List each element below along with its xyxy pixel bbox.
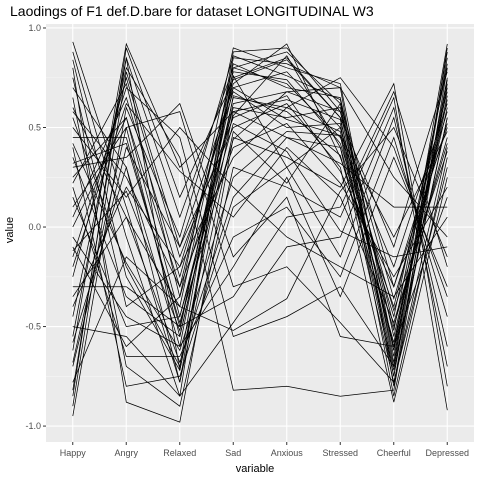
series-line-39 xyxy=(72,131,448,352)
series-line-9 xyxy=(72,107,448,329)
x-tick-label-anxious: Anxious xyxy=(271,448,304,458)
series-line-32 xyxy=(72,102,448,324)
series-line-10 xyxy=(72,43,448,308)
series-line-27 xyxy=(72,111,448,384)
series-line-14 xyxy=(72,56,448,337)
series-line-45 xyxy=(72,91,448,324)
x-tick-label-cheerful: Cheerful xyxy=(377,448,411,458)
chart-title: Laodings of F1 def.D.bare for dataset LO… xyxy=(10,3,374,19)
series-line-40 xyxy=(72,102,448,383)
series-line-42 xyxy=(72,74,448,332)
plot-panel xyxy=(46,24,474,442)
series-line-31 xyxy=(72,126,448,298)
series-line-44 xyxy=(72,71,448,407)
x-tick-label-depressed: Depressed xyxy=(425,448,469,458)
series-line-24 xyxy=(72,90,448,328)
series-line-28 xyxy=(72,87,448,368)
x-axis-title: variable xyxy=(236,463,275,475)
series-line-20 xyxy=(72,96,448,411)
series-line-30 xyxy=(72,66,448,397)
series-line-3 xyxy=(72,57,448,367)
series-line-18 xyxy=(72,42,448,383)
series-lines xyxy=(72,41,448,423)
series-line-43 xyxy=(72,59,448,372)
y-tick-label: 1.0 xyxy=(28,23,41,33)
series-line-16 xyxy=(72,47,448,397)
y-tick-label: 0.0 xyxy=(28,222,41,232)
x-axis-ticks: Happy Angry Relaxed Sad Anxious Stressed Cheer… xyxy=(60,442,469,458)
series-line-25 xyxy=(72,106,448,397)
series-line-35 xyxy=(72,77,448,308)
y-axis-ticks: -1.0 -0.5 0.0 0.5 1.0 xyxy=(25,23,46,431)
series-line-7 xyxy=(72,97,448,371)
series-line-13 xyxy=(72,91,448,397)
y-tick-label: 0.5 xyxy=(28,123,41,133)
x-tick-label-happy: Happy xyxy=(60,448,87,458)
series-line-33 xyxy=(72,111,448,288)
series-line-11 xyxy=(72,43,448,351)
series-line-26 xyxy=(72,126,448,383)
series-line-4 xyxy=(72,47,448,368)
series-line-37 xyxy=(72,116,448,319)
y-axis-title: value xyxy=(4,217,16,243)
series-line-17 xyxy=(72,51,448,417)
series-line-19 xyxy=(72,67,448,423)
series-line-36 xyxy=(72,137,448,364)
x-tick-label-relaxed: Relaxed xyxy=(163,448,196,458)
y-tick-label: -1.0 xyxy=(25,421,41,431)
x-tick-label-sad: Sad xyxy=(225,448,241,458)
series-line-34 xyxy=(72,87,448,363)
series-line-23 xyxy=(72,156,448,347)
series-line-41 xyxy=(72,55,448,331)
y-tick-label: -0.5 xyxy=(25,322,41,332)
x-tick-label-angry: Angry xyxy=(114,448,138,458)
x-tick-label-stressed: Stressed xyxy=(322,448,358,458)
series-line-21 xyxy=(72,116,448,387)
series-line-29 xyxy=(72,102,448,347)
